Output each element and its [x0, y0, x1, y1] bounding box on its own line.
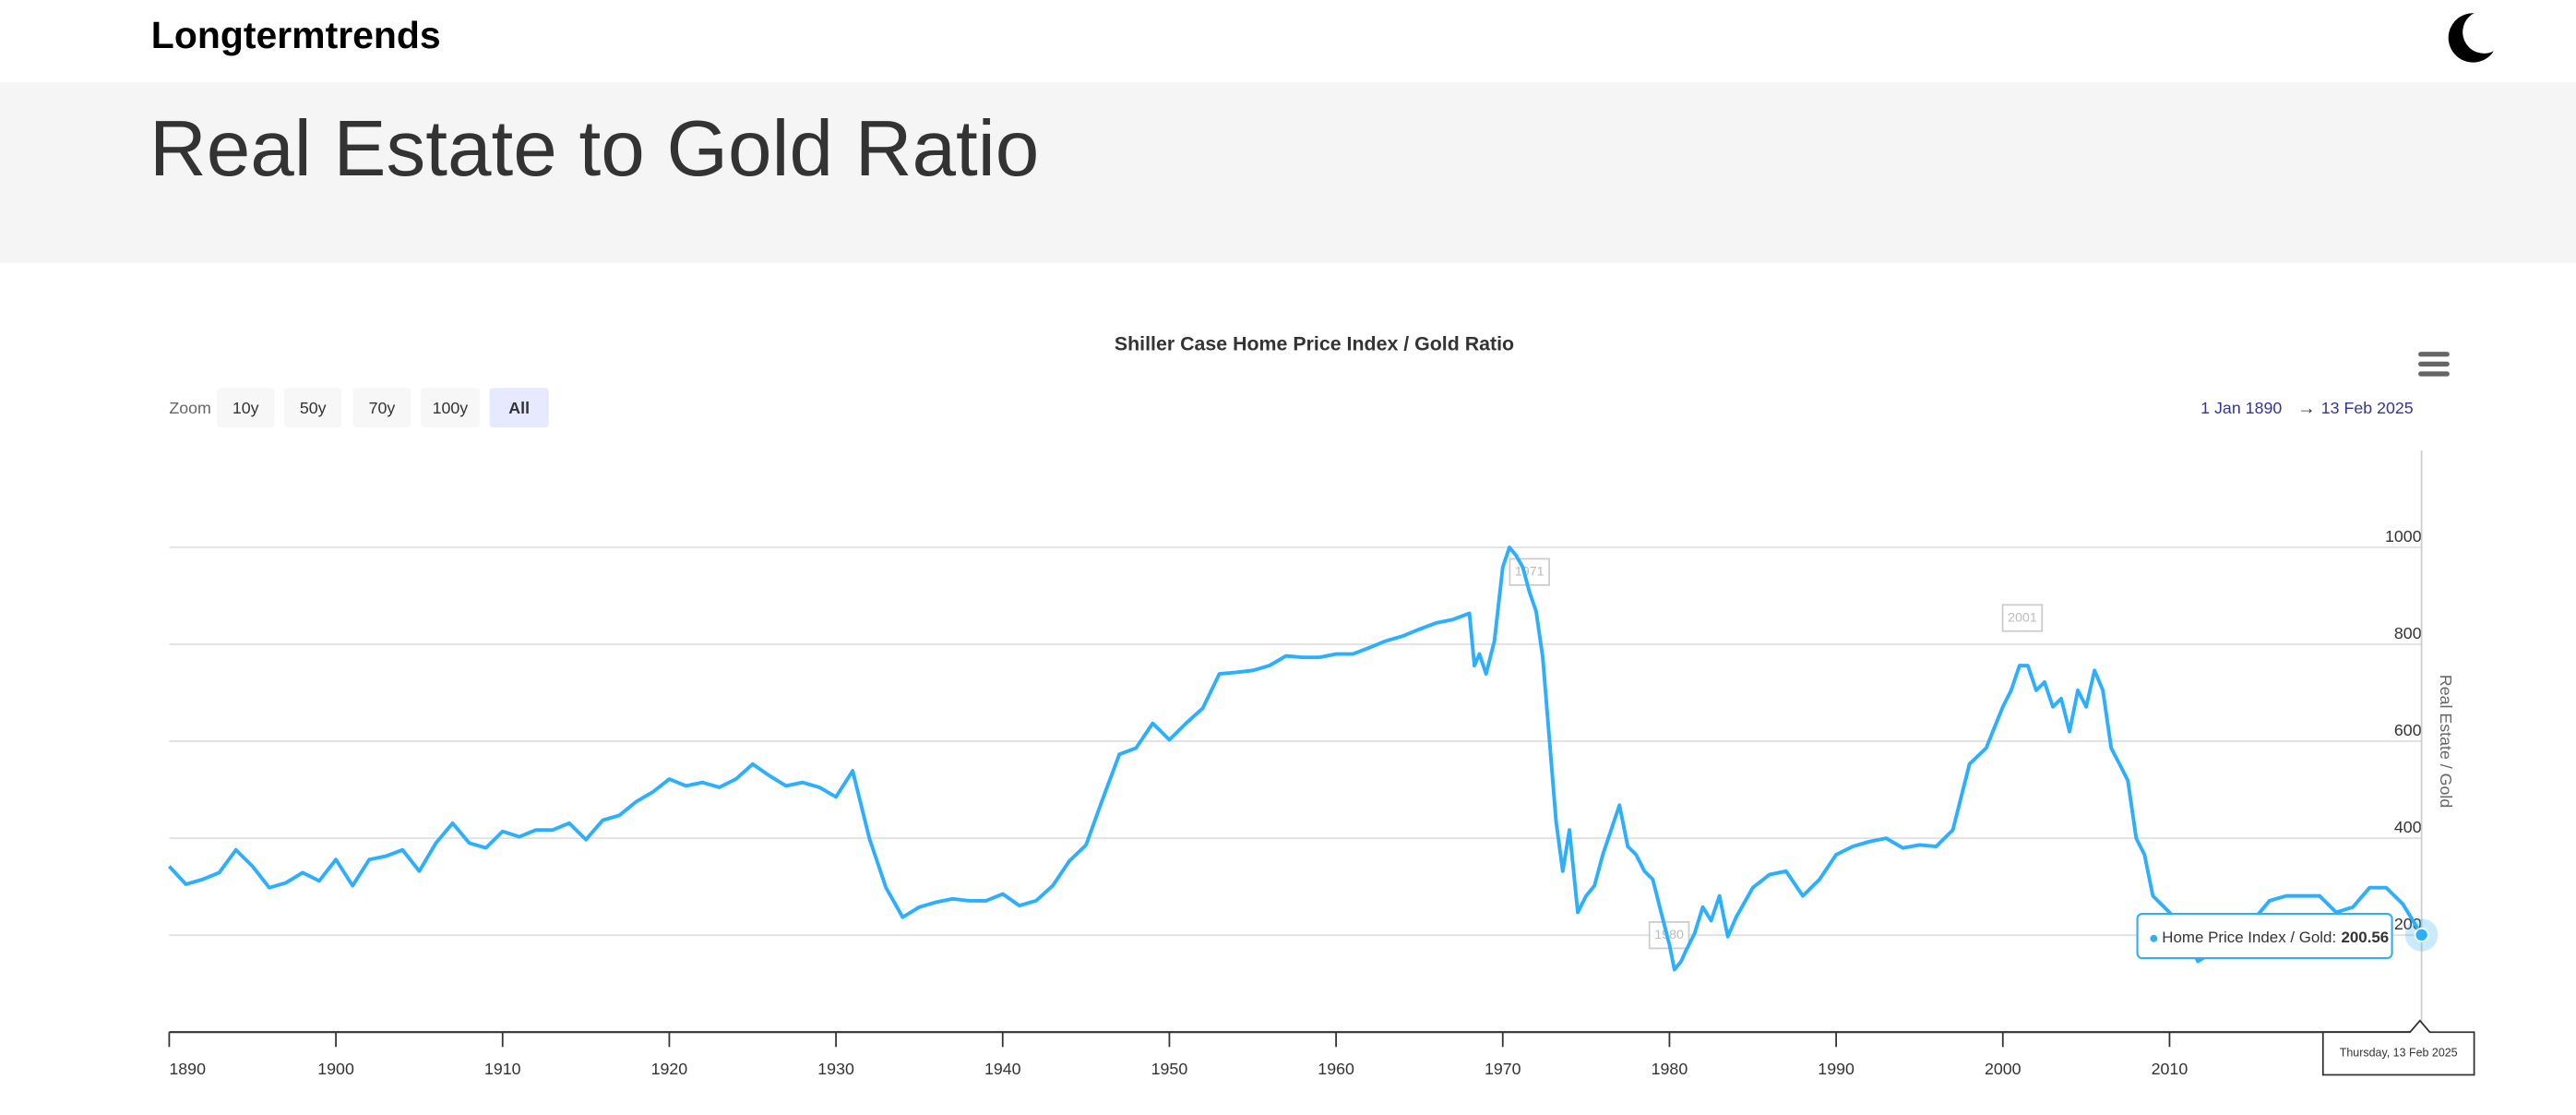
- y-tick-label: 1000: [2385, 527, 2422, 546]
- x-tick-label: 1990: [1818, 1060, 1854, 1078]
- x-tick-label: 1890: [169, 1060, 206, 1078]
- tooltip-dot: [2150, 934, 2158, 942]
- title-band: [0, 82, 2576, 263]
- x-tick-label: 1910: [484, 1060, 521, 1078]
- annotation-flag: [1509, 558, 1551, 586]
- y-tick-label: 400: [2394, 818, 2422, 836]
- x-tick-label: 1940: [984, 1060, 1021, 1078]
- zoom-button[interactable]: [489, 388, 549, 427]
- zoom-label: Zoom: [169, 399, 210, 417]
- x-tick-label: 1970: [1485, 1060, 1521, 1078]
- tooltip-box: [2136, 912, 2393, 960]
- x-tick-label: 1900: [317, 1060, 354, 1078]
- moon-icon[interactable]: [2448, 13, 2494, 63]
- zoom-button[interactable]: [217, 388, 275, 427]
- zoom-button-label[interactable]: 50y: [300, 399, 327, 417]
- zoom-button-label[interactable]: 70y: [369, 399, 396, 417]
- page-title: Real Estate to Gold Ratio: [149, 105, 1039, 193]
- range-start[interactable]: 1 Jan 1890: [2200, 399, 2282, 417]
- y-tick-label: 600: [2394, 721, 2422, 739]
- annotation-label: 1980: [1654, 928, 1684, 942]
- zoom-button[interactable]: [420, 388, 480, 427]
- site-name[interactable]: Longtermtrends: [151, 14, 441, 56]
- annotation-flag: [2001, 604, 2044, 632]
- data-line: [167, 546, 2424, 972]
- zoom-button[interactable]: [352, 388, 411, 427]
- zoom-button-label[interactable]: 100y: [433, 399, 469, 417]
- x-tick-label: 1980: [1652, 1060, 1688, 1078]
- x-tick-label: 1950: [1151, 1060, 1188, 1078]
- tooltip-label: Home Price Index / Gold:: [2162, 929, 2336, 946]
- menu-bar[interactable]: [2418, 371, 2450, 377]
- menu-bar[interactable]: [2418, 352, 2450, 357]
- annotation-label: 1971: [1515, 564, 1544, 579]
- dark-mode-toggle[interactable]: [2448, 13, 2494, 63]
- y-tick-label: 800: [2394, 624, 2422, 642]
- x-tick-label: 2010: [2152, 1060, 2188, 1078]
- x-tick-label: 1920: [651, 1060, 688, 1078]
- date-tooltip: Thursday, 13 Feb 2025: [2340, 1047, 2458, 1060]
- menu-bar[interactable]: [2418, 361, 2450, 367]
- zoom-button[interactable]: [284, 388, 342, 427]
- menu-button[interactable]: [2418, 352, 2450, 377]
- range-end[interactable]: 13 Feb 2025: [2321, 399, 2414, 417]
- chart-title: Shiller Case Home Price Index / Gold Rat…: [1115, 333, 1514, 355]
- y-tick-label: 200: [2394, 915, 2422, 933]
- x-tick-label: 2000: [1985, 1060, 2021, 1078]
- y-axis-title: Real Estate / Gold: [2437, 675, 2455, 808]
- zoom-button-label[interactable]: 10y: [233, 399, 259, 417]
- zoom-button-label[interactable]: All: [508, 399, 530, 417]
- range-arrow: →: [2297, 399, 2316, 419]
- x-tick-label: 1930: [817, 1060, 854, 1078]
- date-tooltip-box: [2321, 1019, 2475, 1076]
- annotation-label: 2001: [2008, 610, 2037, 625]
- hover-point: [2414, 927, 2429, 942]
- tooltip-value: 200.56: [2342, 929, 2390, 946]
- x-tick-label: 1960: [1318, 1060, 1354, 1078]
